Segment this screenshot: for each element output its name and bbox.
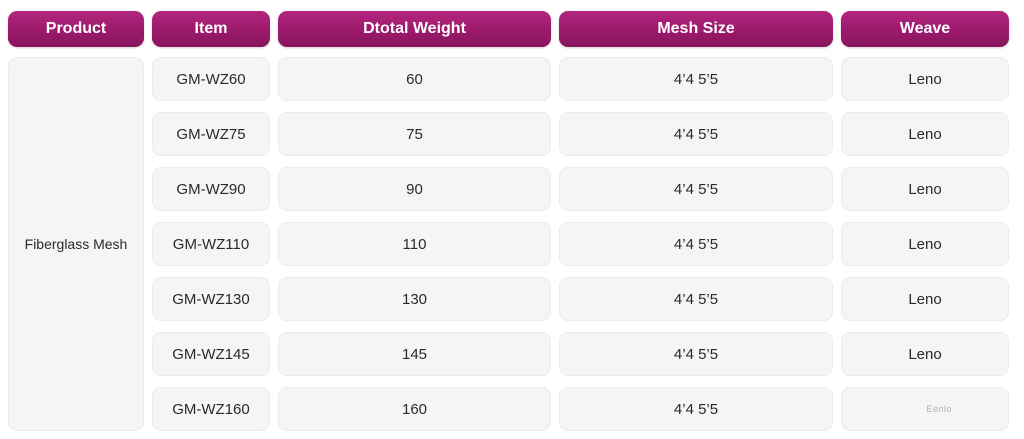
row-2-item: GM-WZ75 <box>152 112 270 156</box>
row-7-mesh: 4’4 5’5 <box>559 387 833 431</box>
row-4-item: GM-WZ110 <box>152 222 270 266</box>
row-6-mesh: 4’4 5’5 <box>559 332 833 376</box>
row-1-item: GM-WZ60 <box>152 57 270 101</box>
row-7-item: GM-WZ160 <box>152 387 270 431</box>
row-7-weave-text: Eenlo <box>926 404 952 414</box>
row-6-item: GM-WZ145 <box>152 332 270 376</box>
row-4-mesh: 4’4 5’5 <box>559 222 833 266</box>
row-5-item: GM-WZ130 <box>152 277 270 321</box>
row-7-weave: Eenlo <box>841 387 1009 431</box>
header-weight: Dtotal Weight <box>278 11 551 47</box>
row-3-weave: Leno <box>841 167 1009 211</box>
row-1-weave: Leno <box>841 57 1009 101</box>
row-2-mesh: 4’4 5’5 <box>559 112 833 156</box>
row-4-weave: Leno <box>841 222 1009 266</box>
row-1-weight: 60 <box>278 57 551 101</box>
header-product: Product <box>8 11 144 47</box>
row-3-mesh: 4’4 5’5 <box>559 167 833 211</box>
row-3-weight: 90 <box>278 167 551 211</box>
row-5-weave: Leno <box>841 277 1009 321</box>
header-item: Item <box>152 11 270 47</box>
row-7-weight: 160 <box>278 387 551 431</box>
row-2-weave: Leno <box>841 112 1009 156</box>
row-6-weight: 145 <box>278 332 551 376</box>
header-mesh-size: Mesh Size <box>559 11 833 47</box>
product-cell: Fiberglass Mesh <box>8 57 144 431</box>
row-3-item: GM-WZ90 <box>152 167 270 211</box>
row-5-mesh: 4’4 5’5 <box>559 277 833 321</box>
row-2-weight: 75 <box>278 112 551 156</box>
row-4-weight: 110 <box>278 222 551 266</box>
row-6-weave: Leno <box>841 332 1009 376</box>
header-weave: Weave <box>841 11 1009 47</box>
row-5-weight: 130 <box>278 277 551 321</box>
row-1-mesh: 4’4 5’5 <box>559 57 833 101</box>
